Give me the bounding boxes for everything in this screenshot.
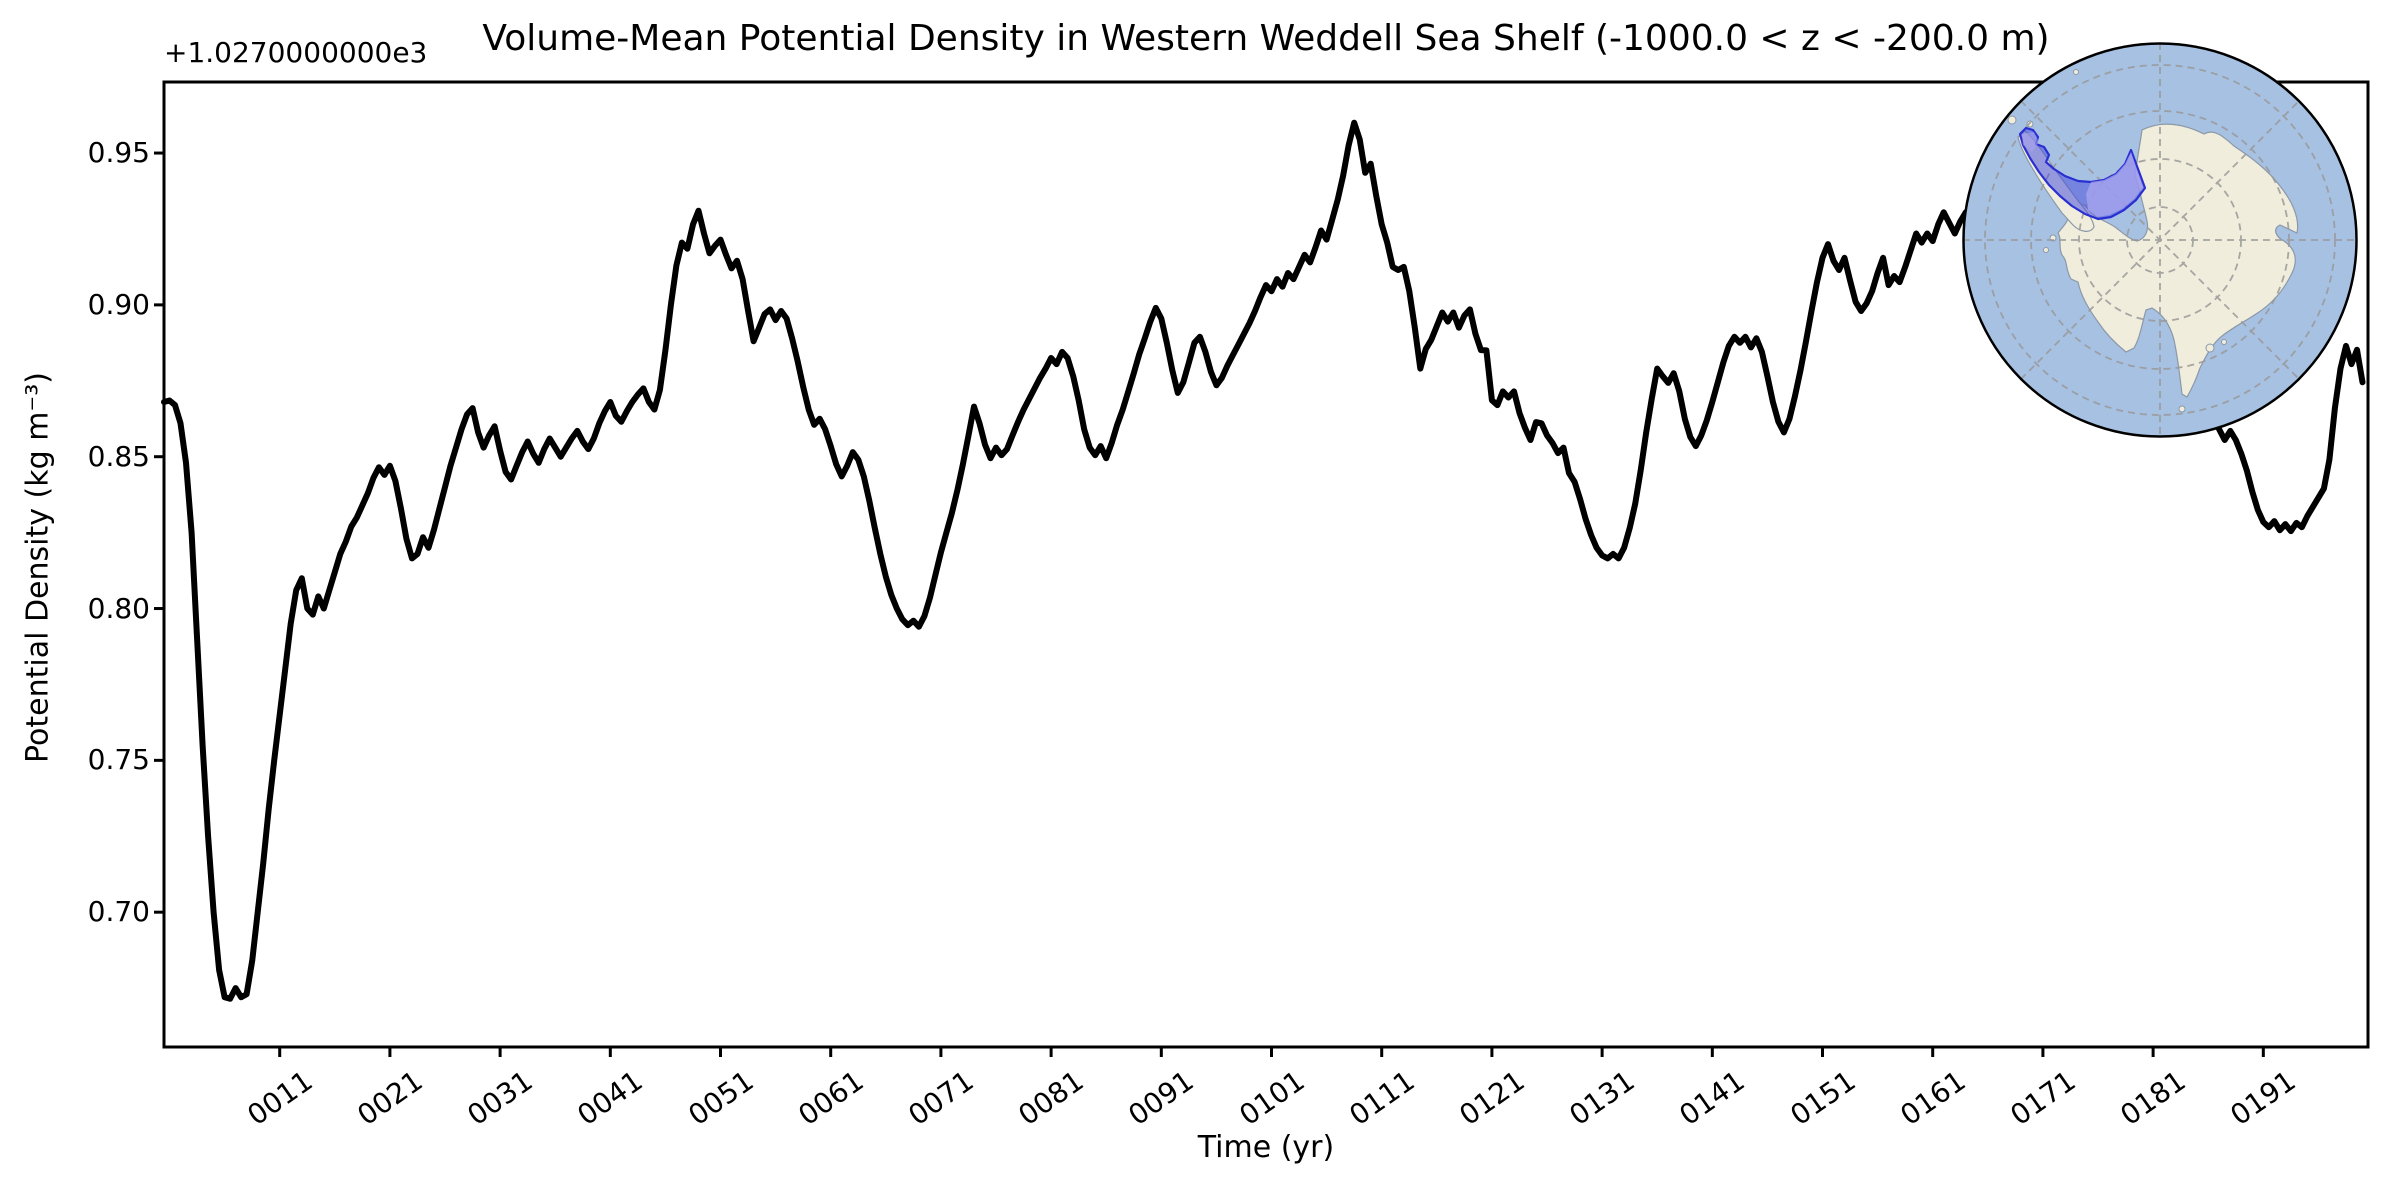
map-antarctica-land — [2057, 123, 2299, 398]
plot-title: Volume-Mean Potential Density in Western… — [482, 18, 2050, 59]
axes-frame — [162, 80, 2370, 1049]
map-highlight-region-inner — [2086, 152, 2143, 217]
x-axis-label: Time (yr) — [1197, 1130, 1335, 1165]
axis-tick-marks — [154, 151, 2265, 1057]
antarctica-inset-map — [1962, 42, 2358, 438]
y-tick-label-0.80: 0.80 — [87, 591, 150, 625]
map-islands — [2007, 69, 2227, 413]
map-highlight-tip-inner — [2022, 132, 2039, 152]
y-tick-label-0.70: 0.70 — [87, 895, 150, 929]
y-tick-label-0.95: 0.95 — [87, 136, 150, 170]
y-axis-offset-text: +1.0270000000e3 — [164, 36, 428, 69]
map-border-circle — [1962, 42, 2358, 438]
y-tick-label-0.90: 0.90 — [87, 287, 150, 321]
y-tick-label-0.85: 0.85 — [87, 439, 150, 473]
map-graticule — [1963, 43, 2357, 437]
y-tick-label-0.75: 0.75 — [87, 743, 150, 777]
